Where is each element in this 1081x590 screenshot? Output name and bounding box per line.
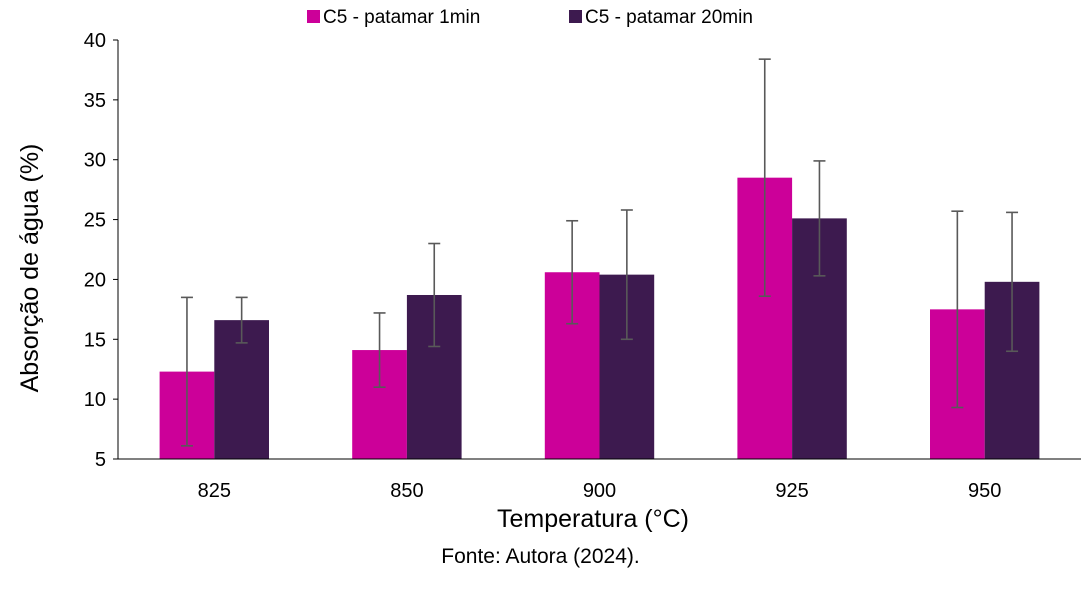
y-tick-label: 35	[84, 90, 106, 112]
x-tick-label: 900	[583, 480, 616, 502]
legend-swatch-series-2	[569, 10, 582, 23]
y-tick-label: 40	[84, 30, 106, 52]
bar-chart: C5 - patamar 1min C5 - patamar 20min 5 10…	[16, 7, 1081, 533]
x-axis-ticks: 825 850 900 925 950	[198, 480, 1002, 502]
x-tick-label: 925	[775, 480, 808, 502]
legend: C5 - patamar 1min C5 - patamar 20min	[307, 7, 753, 28]
x-tick-label: 850	[390, 480, 423, 502]
y-tick-label: 15	[84, 329, 106, 351]
y-tick-label: 10	[84, 389, 106, 411]
source-caption: Fonte: Autora (2024).	[441, 545, 640, 568]
plot-area	[159, 58, 1040, 459]
legend-label-series-2: C5 - patamar 20min	[585, 7, 753, 28]
y-tick-label: 20	[84, 269, 106, 291]
y-tick-label: 5	[95, 449, 106, 471]
legend-label-series-1: C5 - patamar 1min	[323, 7, 480, 28]
y-tick-label: 25	[84, 210, 106, 232]
x-tick-label: 825	[198, 480, 231, 502]
x-axis-title: Temperatura (°C)	[497, 505, 689, 533]
y-axis-title: Absorção de água (%)	[16, 144, 44, 393]
y-axis-ticks: 5 10 15 20 25 30 35 40	[84, 30, 118, 471]
x-tick-label: 950	[968, 480, 1001, 502]
y-tick-label: 30	[84, 150, 106, 172]
legend-swatch-series-1	[307, 10, 320, 23]
